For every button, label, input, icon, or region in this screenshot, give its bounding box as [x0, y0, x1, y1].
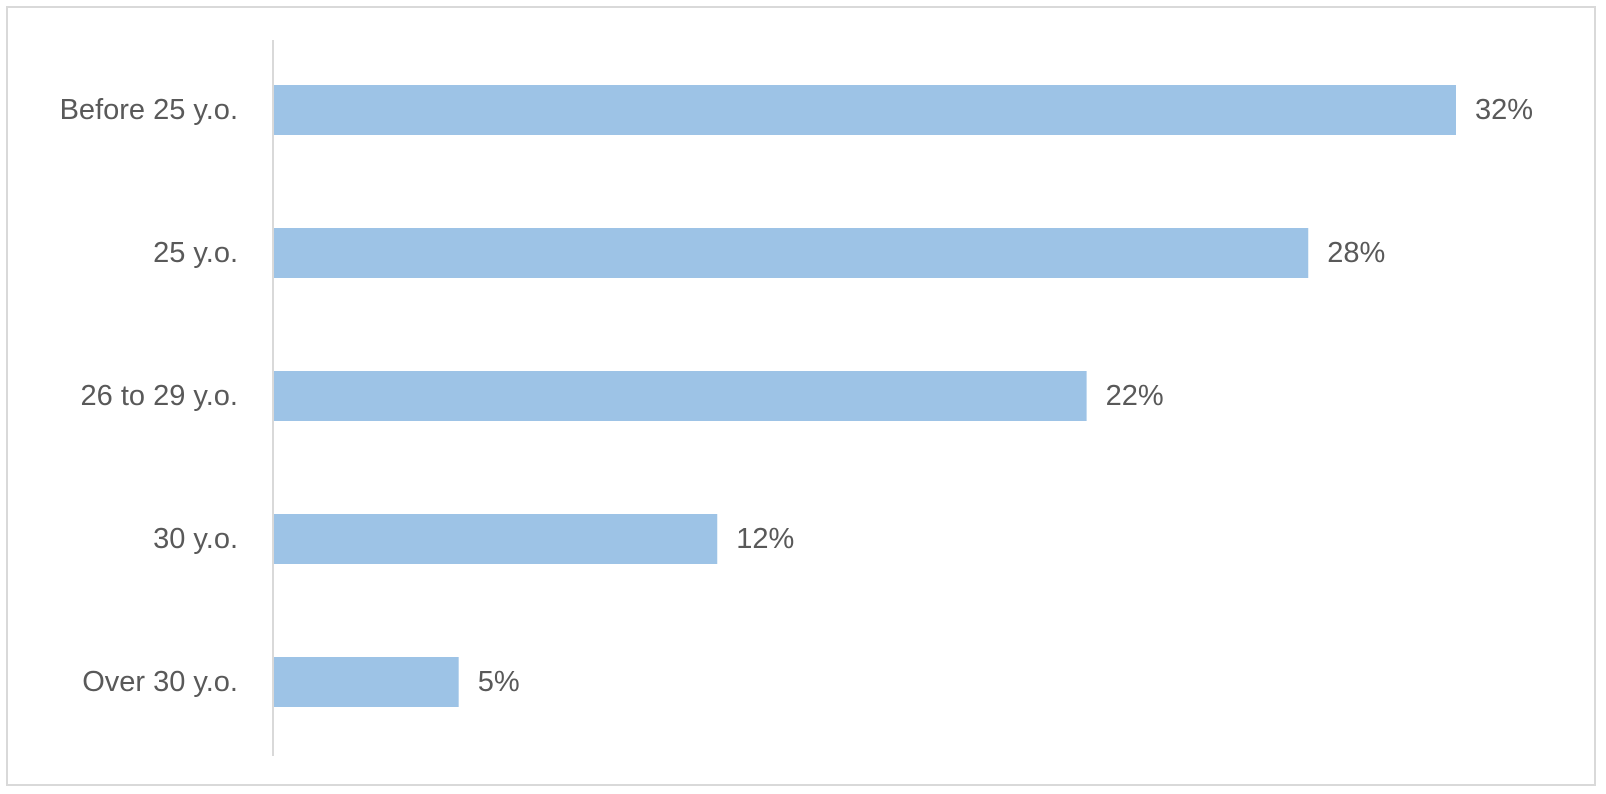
- category-label-2: 26 to 29 y.o.: [81, 380, 238, 412]
- value-label-2: 22%: [1106, 380, 1164, 412]
- category-label-3: 30 y.o.: [153, 523, 238, 555]
- bar-4: [274, 657, 459, 707]
- bar-2: [274, 371, 1087, 421]
- value-label-3: 12%: [736, 523, 794, 555]
- value-label-1: 28%: [1327, 237, 1385, 269]
- bar-1: [274, 228, 1309, 278]
- labels-layer: Before 25 y.o. 32% 25 y.o. 28% 26 to 29 y.o.…: [60, 94, 1533, 698]
- category-label-0: Before 25 y.o.: [60, 94, 238, 126]
- bar-0: [274, 85, 1456, 135]
- category-label-1: 25 y.o.: [153, 237, 238, 269]
- bars-layer: [274, 85, 1456, 707]
- bar-3: [274, 514, 718, 564]
- value-label-0: 32%: [1475, 94, 1533, 126]
- category-label-4: Over 30 y.o.: [82, 666, 238, 698]
- value-label-4: 5%: [478, 666, 520, 698]
